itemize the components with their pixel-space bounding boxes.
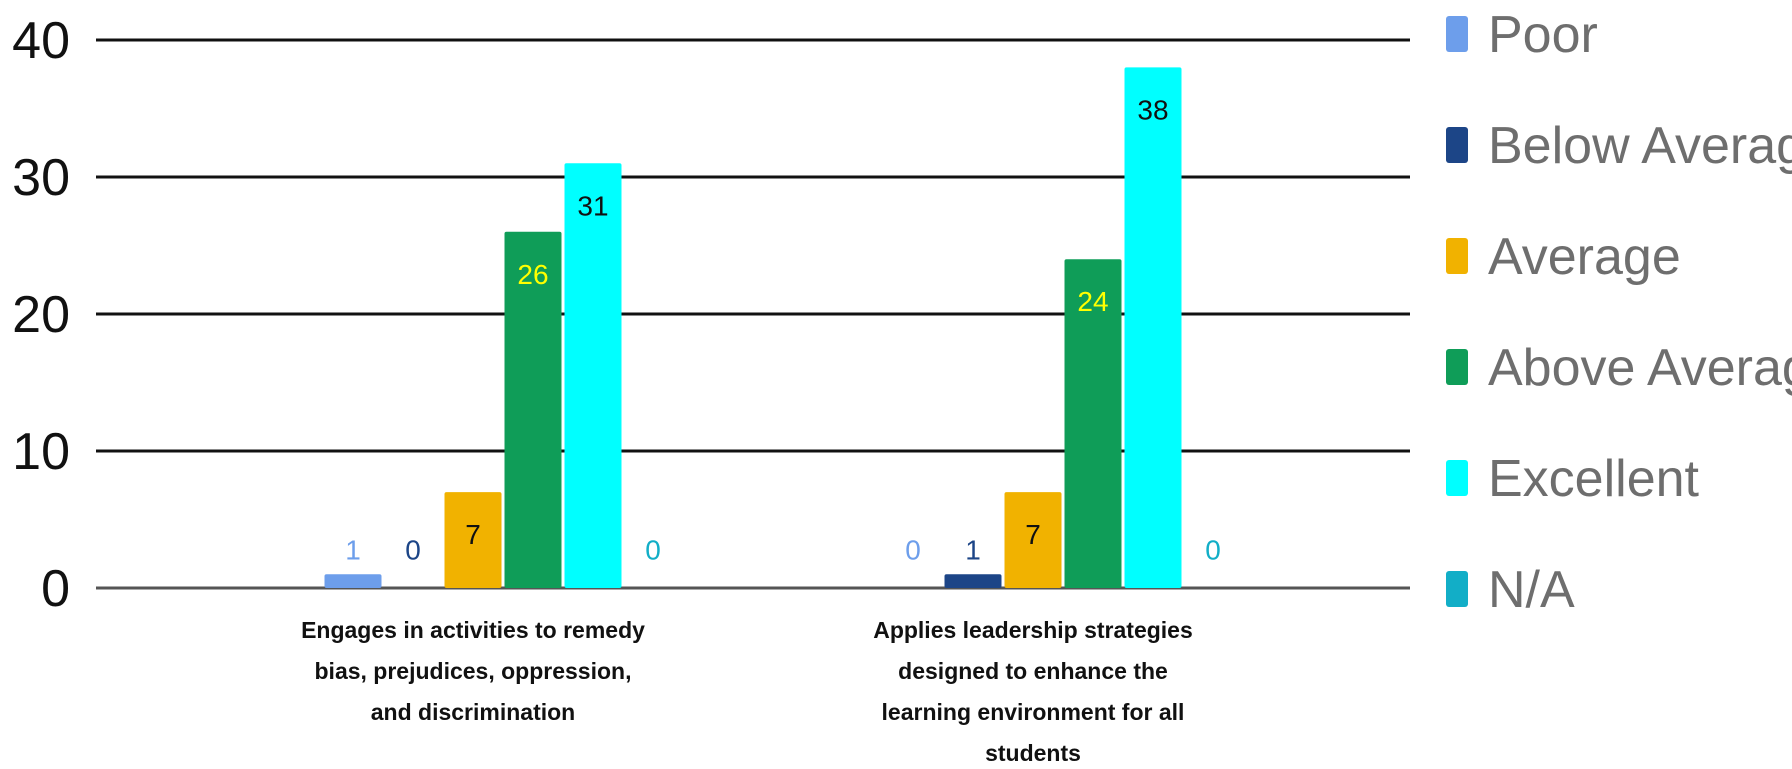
category-label: Applies leadership strategies xyxy=(873,617,1193,643)
legend-swatch xyxy=(1446,460,1468,496)
bar xyxy=(1064,259,1122,588)
category-labels: Engages in activities to remedy bias, pre… xyxy=(301,617,1193,766)
legend-label: N/A xyxy=(1488,561,1575,619)
y-axis-ticks: 0 10 20 30 40 xyxy=(12,12,70,618)
gridlines xyxy=(96,38,1410,590)
bar xyxy=(504,231,562,589)
data-label: 1 xyxy=(345,535,361,566)
bars xyxy=(324,67,1182,589)
bar xyxy=(564,163,622,589)
legend-label: Poor xyxy=(1488,6,1598,64)
category-label: students xyxy=(985,740,1081,766)
data-labels: 1 0 0 1 7 7 26 24 31 38 0 0 xyxy=(345,94,1221,565)
y-tick-label: 20 xyxy=(12,286,70,344)
legend-swatch xyxy=(1446,16,1468,52)
data-label: 1 xyxy=(965,535,981,566)
category-label: designed to enhance the xyxy=(898,658,1168,684)
legend-label: Excellent xyxy=(1488,450,1700,508)
legend-swatch xyxy=(1446,127,1468,163)
bar xyxy=(324,574,382,588)
data-label: 7 xyxy=(1025,519,1041,550)
data-label: 0 xyxy=(1205,535,1221,566)
category-label: and discrimination xyxy=(371,699,575,725)
legend-label: Average xyxy=(1488,228,1681,286)
category-label: learning environment for all xyxy=(882,699,1185,725)
legend: Poor Below Average Average Above Average Exc… xyxy=(1446,6,1792,619)
legend-swatch xyxy=(1446,238,1468,274)
legend-label: Above Average xyxy=(1488,339,1792,397)
data-label: 7 xyxy=(465,519,481,550)
data-label: 31 xyxy=(577,190,608,221)
y-tick-label: 30 xyxy=(12,149,70,207)
y-tick-label: 0 xyxy=(41,560,70,618)
legend-swatch xyxy=(1446,349,1468,385)
bar xyxy=(944,574,1002,588)
data-label: 0 xyxy=(905,535,921,566)
data-label: 0 xyxy=(405,535,421,566)
data-label: 0 xyxy=(645,535,661,566)
data-label: 24 xyxy=(1077,286,1108,317)
y-tick-label: 40 xyxy=(12,12,70,70)
bar xyxy=(1124,67,1182,588)
legend-label: Below Average xyxy=(1488,117,1792,175)
data-label: 26 xyxy=(517,259,548,290)
legend-swatch xyxy=(1446,571,1468,607)
category-label: Engages in activities to remedy xyxy=(301,617,645,643)
y-tick-label: 10 xyxy=(12,423,70,481)
category-label: bias, prejudices, oppression, xyxy=(315,658,632,684)
data-label: 38 xyxy=(1137,94,1168,125)
bar xyxy=(1004,492,1062,588)
bar xyxy=(444,492,502,588)
